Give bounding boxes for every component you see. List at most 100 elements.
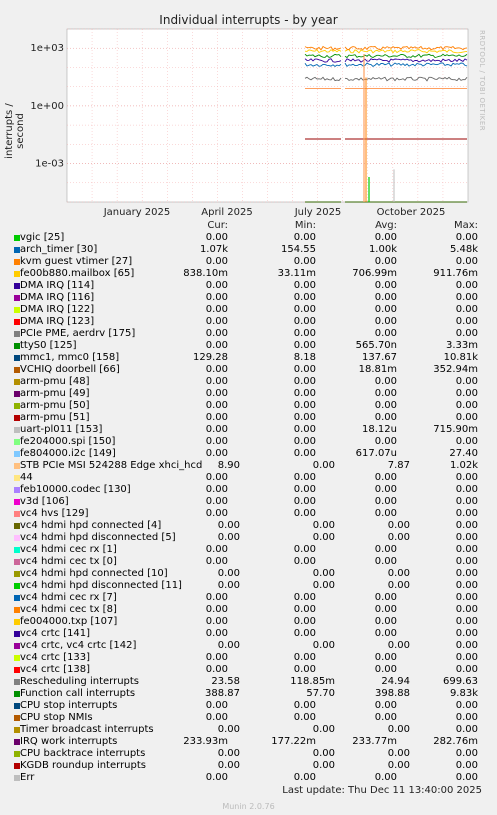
- legend-value-cur: 388.87: [205, 688, 240, 699]
- legend-value-cur: 0.00: [205, 604, 228, 615]
- legend-row: fe804000.i2c [149] 0.00 0.00 617.07u 27.40: [0, 448, 497, 460]
- legend-value-avg: 0.00: [374, 772, 397, 783]
- legend-value-avg: 0.00: [374, 652, 397, 663]
- legend-value-avg: 617.07u: [355, 448, 397, 459]
- legend-value-min: 0.00: [312, 568, 335, 579]
- legend-row: vc4 crtc, vc4 crtc [142] 0.00 0.00 0.00 0.00: [0, 640, 497, 652]
- legend-row: vc4 hdmi hpd disconnected [11] 0.00 0.00 0.…: [0, 580, 497, 592]
- y-tick-label: 1e-03: [35, 159, 64, 170]
- legend-series-name: DMA IRQ [123]: [20, 316, 95, 327]
- legend-swatch: [14, 571, 20, 577]
- legend-row: IRQ work interrupts 233.93m 177.22m 233.77m…: [0, 736, 497, 748]
- legend-value-cur: 0.00: [205, 508, 228, 519]
- legend-value-max: 0.00: [455, 400, 478, 411]
- legend-series-name: VCHIQ doorbell [66]: [20, 364, 120, 375]
- legend-value-cur: 0.00: [205, 256, 228, 267]
- legend-value-min: 57.70: [306, 688, 335, 699]
- legend-value-max: 0.00: [455, 304, 478, 315]
- legend-value-cur: 0.00: [205, 424, 228, 435]
- legend-swatch: [14, 535, 20, 541]
- legend-value-avg: 0.00: [374, 256, 397, 267]
- legend-row: fe004000.txp [107] 0.00 0.00 0.00 0.00: [0, 616, 497, 628]
- legend-value-max: 3.33m: [445, 340, 478, 351]
- legend-value-max: 0.00: [455, 712, 478, 723]
- last-update: Last update: Thu Dec 11 13:40:00 2025: [282, 785, 482, 796]
- legend-value-avg: 0.00: [374, 556, 397, 567]
- legend-value-max: 0.00: [455, 292, 478, 303]
- legend-value-min: 0.00: [293, 472, 316, 483]
- legend-series-name: vc4 hdmi hpd disconnected [5]: [20, 532, 176, 543]
- series-line: [304, 49, 342, 54]
- legend-value-avg: 0.00: [387, 724, 410, 735]
- legend-value-min: 33.11m: [277, 268, 316, 279]
- legend-series-name: mmc1, mmc0 [158]: [20, 352, 120, 363]
- legend-value-cur: 0.00: [205, 316, 228, 327]
- legend-value-max: 0.00: [455, 604, 478, 615]
- legend-series-name: fe204000.spi [150]: [20, 436, 116, 447]
- legend-value-avg: 0.00: [387, 580, 410, 591]
- series-lines: [304, 45, 468, 203]
- legend-row: Function call interrupts 388.87 57.70 398.8…: [0, 688, 497, 700]
- legend-value-avg: 0.00: [374, 628, 397, 639]
- legend-series-name: CPU stop NMIs: [20, 712, 93, 723]
- legend-series-name: arm-pmu [50]: [20, 400, 90, 411]
- legend-value-max: 0.00: [455, 316, 478, 327]
- legend-swatch: [14, 463, 20, 469]
- legend-swatch: [14, 631, 20, 637]
- legend-series-name: IRQ work interrupts: [20, 736, 118, 747]
- legend-value-max: 0.00: [455, 664, 478, 675]
- legend-value-min: 0.00: [293, 316, 316, 327]
- legend-row: v3d [106] 0.00 0.00 0.00 0.00: [0, 496, 497, 508]
- legend-value-avg: 0.00: [374, 544, 397, 555]
- legend-value-avg: 565.70n: [355, 340, 397, 351]
- legend-value-min: 0.00: [293, 508, 316, 519]
- legend-value-avg: 0.00: [387, 568, 410, 579]
- legend-series-name: vc4 hdmi cec tx [0]: [20, 556, 117, 567]
- legend-value-min: 0.00: [293, 400, 316, 411]
- legend-value-max: 0.00: [455, 556, 478, 567]
- legend-value-min: 0.00: [293, 424, 316, 435]
- legend-value-cur: 0.00: [217, 724, 240, 735]
- legend-swatch: [14, 715, 20, 721]
- legend-row: STB PCIe MSI 524288 Edge xhci_hcd 8.90 0.0…: [0, 460, 497, 472]
- legend-value-max: 0.00: [455, 568, 478, 579]
- legend-swatch: [14, 703, 20, 709]
- legend-swatch: [14, 295, 20, 301]
- legend-row: DMA IRQ [114] 0.00 0.00 0.00 0.00: [0, 280, 497, 292]
- legend-series-name: ttyS0 [125]: [20, 340, 77, 351]
- legend-series-name: KGDB roundup interrupts: [20, 760, 146, 771]
- legend-value-avg: 0.00: [374, 436, 397, 447]
- legend-value-avg: 0.00: [387, 640, 410, 651]
- legend-series-name: vc4 hdmi hpd connected [10]: [20, 568, 168, 579]
- legend-value-min: 0.00: [293, 772, 316, 783]
- legend-row: vc4 hvs [129] 0.00 0.00 0.00 0.00: [0, 508, 497, 520]
- legend-swatch: [14, 355, 20, 361]
- legend-series-name: vc4 hdmi cec tx [8]: [20, 604, 117, 615]
- legend-value-min: 0.00: [293, 292, 316, 303]
- legend-series-name: fe004000.txp [107]: [20, 616, 118, 627]
- legend-swatch: [14, 727, 20, 733]
- legend-value-max: 0.00: [455, 628, 478, 639]
- legend-row: fe204000.spi [150] 0.00 0.00 0.00 0.00: [0, 436, 497, 448]
- legend-value-avg: 0.00: [374, 484, 397, 495]
- legend-value-avg: 0.00: [374, 508, 397, 519]
- legend-series-name: DMA IRQ [122]: [20, 304, 95, 315]
- legend-value-min: 0.00: [293, 256, 316, 267]
- legend-value-max: 0.00: [455, 532, 478, 543]
- legend-series-name: uart-pl011 [153]: [20, 424, 103, 435]
- legend-value-min: 0.00: [293, 364, 316, 375]
- series-line: [344, 76, 468, 82]
- legend-value-max: 27.40: [449, 448, 478, 459]
- legend-swatch: [14, 487, 20, 493]
- legend-swatch: [14, 451, 20, 457]
- legend-series-name: fe804000.i2c [149]: [20, 448, 116, 459]
- legend-value-avg: 0.00: [374, 328, 397, 339]
- legend-value-max: 0.00: [455, 412, 478, 423]
- legend-row: vc4 hdmi cec tx [8] 0.00 0.00 0.00 0.00: [0, 604, 497, 616]
- legend-value-max: 911.76m: [433, 268, 478, 279]
- legend-row: CPU stop interrupts 0.00 0.00 0.00 0.00: [0, 700, 497, 712]
- legend-row: arm-pmu [51] 0.00 0.00 0.00 0.00: [0, 412, 497, 424]
- legend-swatch: [14, 691, 20, 697]
- legend-row: feb10000.codec [130] 0.00 0.00 0.00 0.00: [0, 484, 497, 496]
- legend-row: DMA IRQ [122] 0.00 0.00 0.00 0.00: [0, 304, 497, 316]
